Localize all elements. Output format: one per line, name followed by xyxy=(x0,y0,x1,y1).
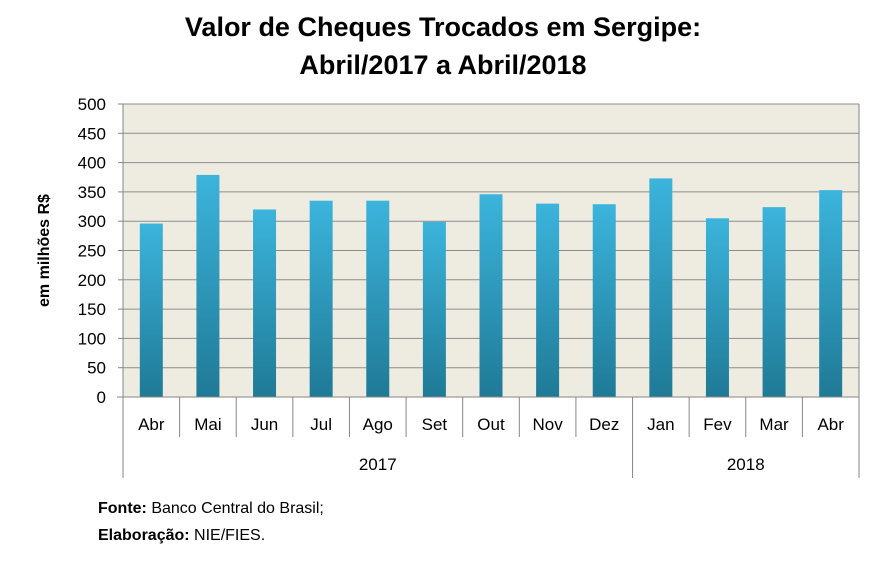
bar xyxy=(422,221,446,397)
bars xyxy=(139,174,843,397)
y-tick-label: 250 xyxy=(78,242,106,261)
bar xyxy=(309,200,333,397)
y-tick-labels: 0 50 100 150 200 250 300 350 400 450 500 xyxy=(78,95,106,407)
bar xyxy=(649,178,673,397)
x-tick-label: Jan xyxy=(647,415,674,434)
chart-title-line-2: Abril/2017 a Abril/2018 xyxy=(299,50,587,80)
y-axis-label: em milhões R$ xyxy=(36,194,53,307)
x-tick-label: Mai xyxy=(194,415,221,434)
chart-title-line-1: Valor de Cheques Trocados em Sergipe: xyxy=(184,12,702,42)
y-tick-label: 450 xyxy=(78,124,106,143)
axes xyxy=(117,103,860,478)
credit-value: NIE/FIES. xyxy=(189,527,266,544)
year-group-labels: 2017 2018 xyxy=(359,455,765,474)
bar xyxy=(479,194,503,397)
x-tick-label: Nov xyxy=(532,415,563,434)
credit-label: Elaboração: xyxy=(98,527,190,544)
credit-note: Elaboração: NIE/FIES. xyxy=(98,527,265,545)
bar xyxy=(705,218,729,397)
y-tick-label: 300 xyxy=(78,212,106,231)
source-value: Banco Central do Brasil; xyxy=(146,500,324,517)
y-tick-label: 500 xyxy=(78,95,106,114)
bar xyxy=(592,204,616,397)
x-tick-label: Dez xyxy=(589,415,619,434)
x-tick-label: Out xyxy=(477,415,505,434)
y-tick-label: 400 xyxy=(78,154,106,173)
x-tick-label: Jul xyxy=(310,415,332,434)
chart-title: Valor de Cheques Trocados em Sergipe: Ab… xyxy=(0,8,886,84)
y-tick-label: 200 xyxy=(78,271,106,290)
x-tick-label: Fev xyxy=(703,415,732,434)
x-tick-label: Set xyxy=(422,415,448,434)
y-tick-label: 100 xyxy=(78,329,106,348)
bar xyxy=(536,203,560,397)
y-tick-label: 150 xyxy=(78,300,106,319)
x-tick-labels: Abr Mai Jun Jul Ago Set Out Nov Dez Jan Fev Mar Abr xyxy=(138,415,844,434)
x-tick-label: Ago xyxy=(363,415,393,434)
x-tick-label: Abr xyxy=(138,415,165,434)
x-group-label: 2017 xyxy=(359,455,397,474)
x-tick-label: Mar xyxy=(759,415,789,434)
bar xyxy=(139,223,163,397)
bar xyxy=(196,174,220,397)
source-note: Fonte: Banco Central do Brasil; xyxy=(98,500,324,518)
y-tick-label: 50 xyxy=(87,359,106,378)
bar xyxy=(366,200,390,397)
x-tick-label: Abr xyxy=(817,415,844,434)
x-tick-label: Jun xyxy=(251,415,278,434)
y-tick-label: 0 xyxy=(97,388,106,407)
source-label: Fonte: xyxy=(98,500,147,517)
bar xyxy=(762,207,786,397)
x-group-label: 2018 xyxy=(727,455,765,474)
bar xyxy=(819,190,843,397)
y-tick-label: 350 xyxy=(78,183,106,202)
bar xyxy=(253,209,277,397)
